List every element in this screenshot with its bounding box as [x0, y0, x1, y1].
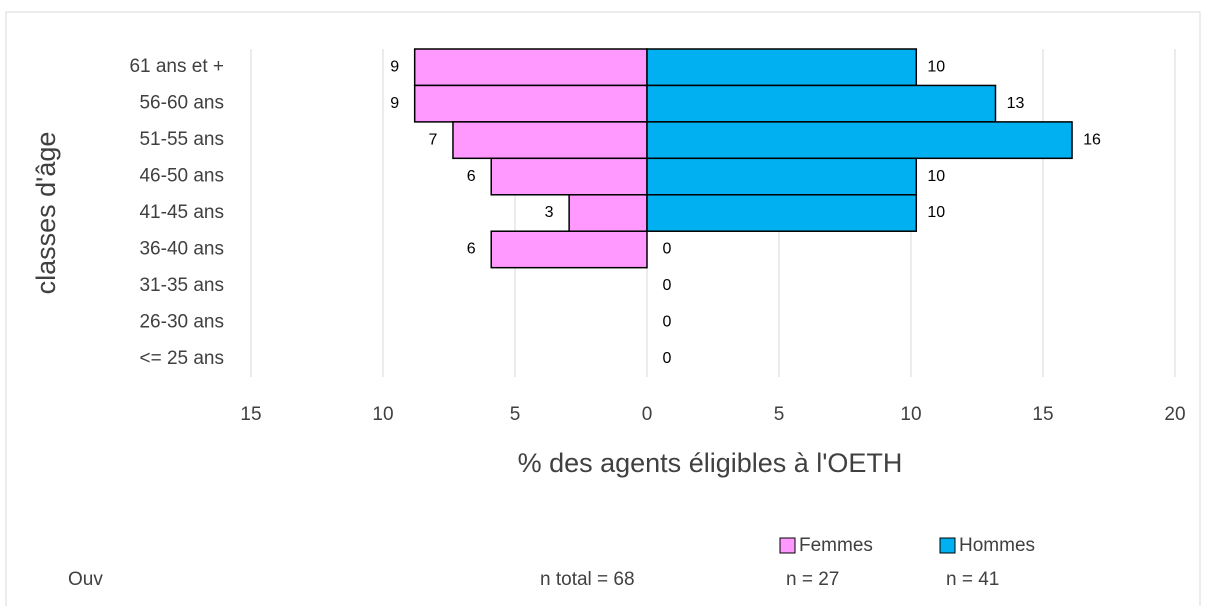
bar [452, 121, 648, 160]
y-tick-label: 56-60 ans [139, 93, 224, 114]
bar [646, 194, 918, 232]
data-label: 7 [429, 131, 438, 148]
bar [646, 48, 918, 87]
frame [5, 11, 1201, 606]
y-axis-label: classes d'âge [31, 132, 61, 295]
data-label: 13 [1007, 95, 1025, 112]
bar [646, 121, 1073, 160]
data-label: 16 [1083, 131, 1101, 148]
annotation: n total = 68 [540, 569, 635, 590]
x-tick-label: 5 [510, 404, 521, 425]
legend-label: Femmes [799, 535, 873, 556]
y-tick-label: 41-45 ans [139, 202, 224, 223]
y-tick-label: 46-50 ans [139, 166, 224, 187]
bar [646, 157, 918, 196]
x-tick-label: 15 [1032, 404, 1053, 425]
legend-swatch [939, 537, 956, 554]
legend-label: Hommes [959, 535, 1035, 556]
x-tick-label: 10 [900, 404, 921, 425]
x-tick-label: 20 [1164, 404, 1185, 425]
data-label: 6 [467, 241, 476, 258]
bar [413, 84, 648, 123]
data-label: 10 [927, 58, 945, 75]
x-tick-label: 15 [240, 404, 261, 425]
data-label: 10 [927, 204, 945, 221]
bar [490, 157, 648, 196]
data-label: 10 [927, 168, 945, 185]
x-axis-label: % des agents éligibles à l'OETH [518, 448, 903, 478]
data-label: 6 [467, 168, 476, 185]
y-tick-label: 61 ans et + [129, 56, 224, 77]
legend-note: n = 41 [946, 569, 999, 590]
data-label: 0 [663, 350, 672, 367]
annotation: Ouv [68, 569, 103, 590]
data-label: 0 [663, 277, 672, 294]
data-label: 3 [545, 204, 554, 221]
x-tick-label: 10 [372, 404, 393, 425]
data-label: 0 [663, 241, 672, 258]
bar [568, 194, 648, 232]
bar [490, 230, 648, 269]
x-tick-label: 5 [774, 404, 785, 425]
data-label: 9 [390, 95, 399, 112]
x-tick-label: 0 [642, 404, 653, 425]
bar [413, 48, 648, 87]
legend-swatch [779, 537, 796, 554]
legend-note: n = 27 [786, 569, 839, 590]
bar [646, 84, 997, 123]
data-label: 9 [390, 58, 399, 75]
y-tick-label: 26-30 ans [139, 311, 224, 332]
y-tick-label: 36-40 ans [139, 238, 224, 259]
data-label: 0 [663, 314, 672, 331]
y-tick-label: <= 25 ans [139, 348, 224, 369]
y-tick-label: 31-35 ans [139, 275, 224, 296]
y-tick-label: 51-55 ans [139, 129, 224, 150]
